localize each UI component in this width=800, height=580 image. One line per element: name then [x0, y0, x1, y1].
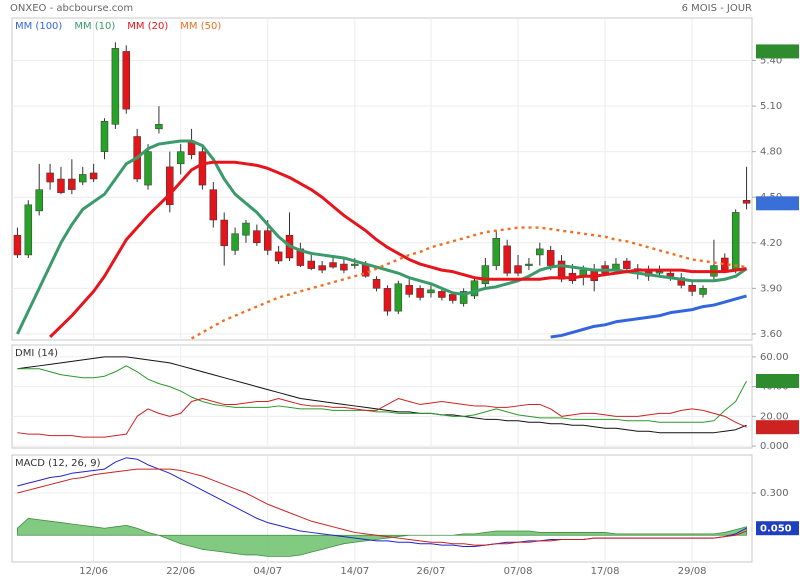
candle-body: [13, 234, 22, 256]
series-line: [49, 160, 747, 339]
candle-body: [546, 250, 555, 266]
panel-title: MACD (12, 26, 9): [15, 458, 101, 469]
panel-frame: [11, 344, 753, 449]
candle-body: [176, 151, 185, 165]
value-tag: [756, 521, 799, 536]
series-line: [550, 294, 747, 339]
candle-body: [416, 288, 424, 298]
candle-body: [100, 121, 109, 152]
candle-body: [688, 285, 696, 292]
x-tick-label: 07/08: [504, 566, 533, 577]
legend-entry: MM (10): [74, 21, 115, 32]
y-tick-label: 3.60: [760, 329, 782, 340]
series-line: [17, 356, 747, 434]
candle-body: [666, 272, 675, 277]
candle-body: [220, 219, 228, 247]
candle-body: [35, 189, 43, 212]
candle-body: [111, 48, 120, 125]
candle-body: [68, 178, 76, 190]
series-line: [190, 226, 747, 340]
y-tick-label: 0.300: [760, 488, 789, 499]
candle-body: [89, 172, 98, 180]
value-tag: [756, 420, 799, 435]
value-tag: [756, 373, 799, 388]
candle-body: [144, 151, 152, 186]
value-tag-label: 0.050: [760, 524, 792, 535]
y-tick-label: 0.000: [760, 441, 789, 452]
legend-entry: MM (50): [180, 21, 221, 32]
y-tick-label: 4.20: [760, 238, 782, 249]
candle-body: [677, 277, 685, 286]
candle-body: [231, 233, 239, 251]
series-line: [17, 398, 747, 438]
chart-subtitle: 6 MOIS - JOUR: [682, 3, 752, 14]
x-tick-label: 29/08: [678, 566, 707, 577]
candle-body: [623, 260, 631, 269]
candle-body: [536, 248, 544, 256]
candle-body: [405, 285, 413, 295]
candle-body: [655, 271, 664, 274]
x-tick-label: 04/07: [253, 566, 282, 577]
x-tick-label: 14/07: [340, 566, 369, 577]
candle-body: [79, 174, 87, 183]
y-tick-label: 4.80: [760, 147, 782, 158]
candle-body: [394, 283, 403, 312]
candle-body: [742, 200, 751, 204]
candle-body: [699, 288, 707, 295]
y-tick-label: 60.00: [760, 352, 789, 363]
candle-body: [318, 265, 326, 271]
value-tag: [756, 196, 799, 211]
histogram-area: [17, 517, 747, 557]
candle-body: [492, 237, 500, 266]
candle-body: [155, 124, 163, 130]
value-tag: [756, 44, 799, 59]
candle-body: [481, 265, 490, 285]
y-tick-label: 5.40: [760, 56, 782, 67]
candle-body: [383, 288, 392, 312]
candle-body: [351, 263, 359, 266]
candle-body: [372, 278, 381, 289]
panel-title: DMI (14): [15, 348, 58, 359]
candle-body: [340, 263, 348, 271]
candle-body: [242, 222, 250, 236]
candle-body: [198, 151, 207, 186]
x-tick-label: 22/06: [166, 566, 195, 577]
series-line: [17, 365, 748, 423]
candle-body: [307, 260, 315, 269]
x-tick-label: 26/07: [417, 566, 446, 577]
panel-frame: [11, 454, 753, 563]
candle-body: [449, 294, 457, 301]
candle-body: [514, 265, 522, 274]
legend-entry: MM (100): [15, 21, 62, 32]
candle-body: [274, 251, 283, 262]
candle-body: [438, 291, 446, 298]
candle-body: [209, 189, 218, 221]
candle-body: [525, 263, 533, 266]
y-tick-label: 5.10: [760, 101, 782, 112]
candle-body: [24, 204, 33, 256]
candle-body: [427, 289, 435, 294]
x-tick-label: 17/08: [591, 566, 620, 577]
candle-body: [503, 245, 511, 274]
candle-body: [57, 178, 65, 193]
candle-body: [46, 172, 54, 183]
candle-body: [459, 291, 468, 304]
y-tick-label: 3.90: [760, 283, 782, 294]
candle-body: [557, 260, 566, 280]
candle-body: [253, 230, 261, 244]
y-tick-label: 20.00: [760, 411, 789, 422]
x-tick-label: 12/06: [79, 566, 108, 577]
legend-entry: MM (20): [127, 21, 168, 32]
candle-body: [470, 280, 479, 297]
candle-body: [264, 230, 272, 251]
chart-title: ONXEO - abcbourse.com: [10, 3, 133, 14]
candle-body: [166, 166, 174, 206]
candle-body: [329, 262, 337, 268]
candle-body: [122, 51, 130, 110]
candle-body: [731, 212, 740, 271]
series-line: [17, 468, 747, 546]
